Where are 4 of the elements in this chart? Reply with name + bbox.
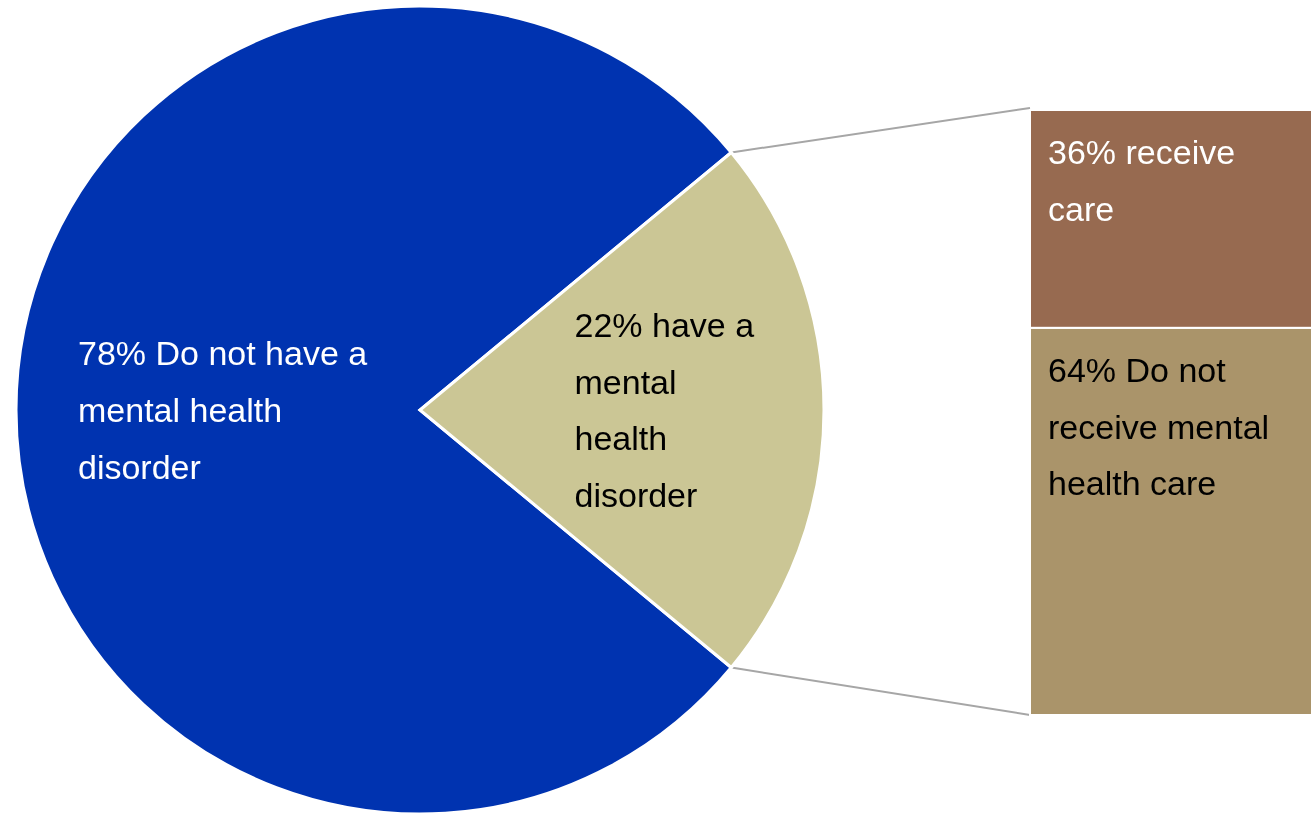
data-label: 64% Do not receive mental health care bbox=[1048, 350, 1270, 503]
slice-label: 78% Do not have a mental health disorder bbox=[78, 334, 368, 486]
slice-label: 22% have a mental health disorder bbox=[574, 305, 755, 515]
data-label: 36% receive care bbox=[1048, 133, 1236, 228]
